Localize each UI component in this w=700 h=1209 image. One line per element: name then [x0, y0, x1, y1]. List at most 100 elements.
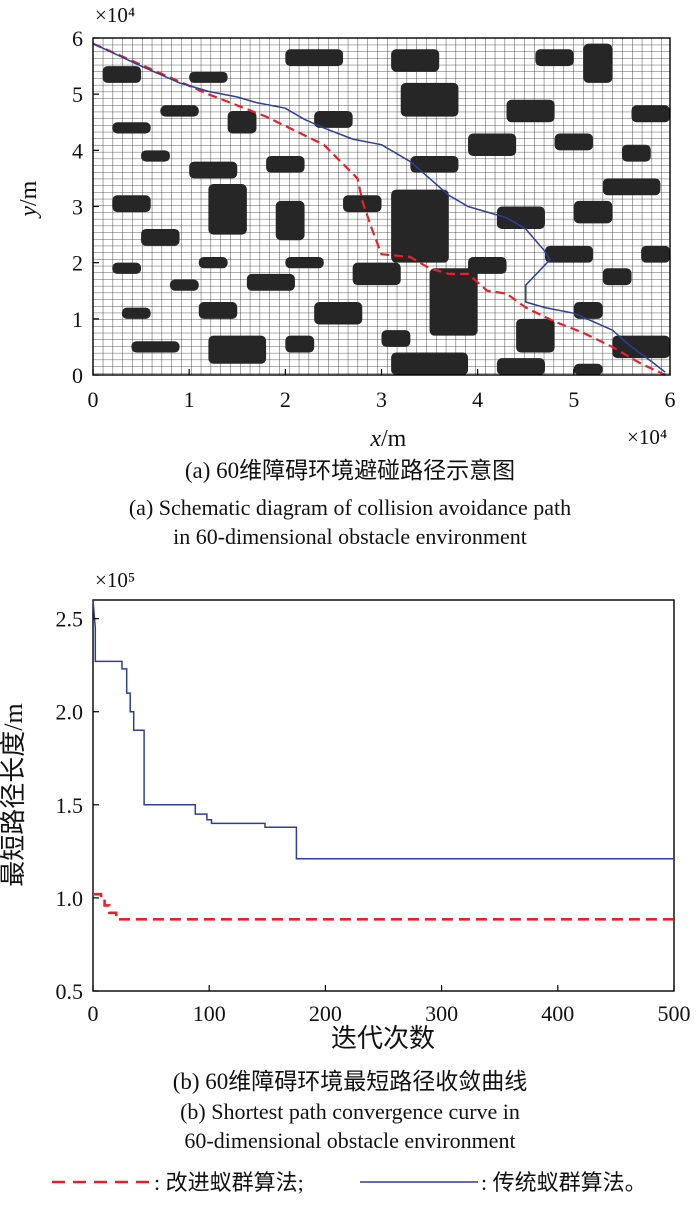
obstacle-block — [400, 82, 459, 117]
x-tick-label-b: 300 — [425, 1001, 458, 1026]
obstacle-block — [198, 257, 228, 269]
y-tick-label-a: 4 — [72, 138, 83, 163]
caption-a-en-2: in 60-dimensional obstacle environment — [173, 524, 527, 549]
ticks-b: 0 100 200 300 400 500 0.5 1.0 1.5 2.0 2.5 — [56, 607, 691, 1026]
obstacle-block — [381, 330, 411, 347]
y-tick-label-a: 3 — [72, 195, 83, 220]
obstacle-block — [208, 184, 247, 235]
obstacle-block — [285, 335, 315, 353]
x-tick-label-b: 500 — [658, 1001, 691, 1026]
obstacle-block — [573, 363, 603, 375]
caption-b-en-1: (b) Shortest path convergence curve in — [180, 1099, 520, 1124]
obstacle-block — [314, 111, 353, 128]
obstacle-block — [602, 268, 632, 286]
y-tick-label-a: 0 — [72, 363, 83, 388]
improved-convergence-line — [93, 892, 674, 921]
x-tick-label-a: 1 — [184, 387, 195, 412]
y-tick-label-a: 6 — [72, 26, 83, 51]
obstacle-block — [112, 195, 151, 213]
y-tick-label-b: 0.5 — [56, 979, 84, 1004]
legend: : 改进蚁群算法; : 传统蚁群算法。 — [52, 1170, 647, 1195]
obstacle-path-chart: 0 1 2 3 4 5 6 0 1 2 3 4 5 6 ×10⁴ ×10⁴ x /m y /m — [16, 3, 676, 450]
obstacle-block — [544, 245, 594, 263]
caption-b-zh: (b) 60维障碍环境最短路径收敛曲线 — [172, 1069, 528, 1094]
obstacle-block — [285, 257, 324, 269]
y-tick-label-b: 1.0 — [56, 886, 84, 911]
obstacle-block — [266, 155, 305, 173]
y-axis-label-b: 最短路径长度/m — [0, 703, 28, 886]
obstacle-block — [189, 71, 228, 83]
obstacle-block — [314, 301, 363, 325]
obstacle-block — [141, 150, 170, 162]
y-axis-var: y — [16, 206, 42, 219]
x-tick-label-b: 200 — [309, 1001, 342, 1026]
obstacle-block — [198, 301, 238, 319]
y-tick-label-a: 2 — [72, 251, 83, 276]
obstacle-block — [496, 206, 545, 229]
obstacle-block — [506, 99, 555, 123]
obstacle-block — [554, 133, 594, 151]
y-tick-label-a: 5 — [72, 82, 83, 107]
x-tick-label-b: 100 — [193, 1001, 226, 1026]
obstacle-block — [516, 318, 555, 353]
obstacle-block — [410, 155, 459, 173]
x-tick-label-a: 2 — [280, 387, 291, 412]
x-tick-label-a: 0 — [88, 387, 99, 412]
x-axis-var: x — [369, 426, 381, 450]
x-tick-label-b: 0 — [88, 1001, 99, 1026]
obstacle-block — [621, 144, 651, 162]
y-multiplier-b: ×10⁵ — [95, 568, 135, 592]
obstacle-block — [169, 279, 199, 291]
y-axis-label-a: y /m — [16, 180, 42, 218]
obstacle-block — [391, 352, 469, 375]
obstacle-block — [112, 262, 142, 274]
legend-traditional-label: : 传统蚁群算法。 — [481, 1170, 647, 1195]
y-multiplier-a: ×10⁴ — [95, 3, 135, 27]
obstacle-block — [429, 268, 478, 336]
obstacle-block — [602, 178, 661, 196]
obstacle-block — [227, 111, 257, 134]
obstacle-block — [160, 105, 199, 117]
improved-path-line — [92, 42, 666, 376]
obstacle-block — [496, 358, 545, 375]
series-layer-a — [92, 42, 666, 376]
obstacle-block — [391, 49, 440, 72]
obstacle-block — [468, 257, 507, 274]
obstacle-block — [112, 122, 151, 134]
obstacle-block — [612, 335, 670, 359]
plot-frame-b — [92, 599, 675, 992]
obstacle-block — [208, 335, 267, 364]
series-layer-b — [92, 599, 674, 921]
caption-b-en-2: 60-dimensional obstacle environment — [184, 1128, 516, 1153]
caption-a-en-1: (a) Schematic diagram of collision avoid… — [128, 495, 572, 520]
convergence-chart: 0 100 200 300 400 500 0.5 1.0 1.5 2.0 2.5 ×10⁵ 迭代次… — [0, 568, 691, 1053]
y-tick-label-b: 2.5 — [56, 607, 84, 632]
ticks-a: 0 1 2 3 4 5 6 0 1 2 3 4 5 6 — [72, 26, 676, 412]
obstacle-layer — [102, 43, 670, 375]
x-tick-label-a: 5 — [568, 387, 579, 412]
obstacle-block — [641, 245, 670, 263]
obstacle-block — [102, 66, 142, 83]
obstacle-block — [535, 49, 574, 67]
x-multiplier-a: ×10⁴ — [627, 425, 667, 449]
obstacle-block — [189, 161, 238, 179]
traditional-path-line — [92, 42, 666, 373]
obstacle-block — [573, 200, 613, 224]
obstacle-block — [275, 200, 305, 241]
legend-improved-label: : 改进蚁群算法; — [154, 1170, 304, 1195]
obstacle-block — [285, 49, 344, 67]
y-axis-unit: /m — [16, 180, 42, 206]
obstacle-block — [631, 105, 670, 123]
x-tick-label-b: 400 — [541, 1001, 574, 1026]
x-axis-unit: /m — [381, 426, 407, 450]
caption-a-zh: (a) 60维障碍环境避碰路径示意图 — [184, 458, 516, 483]
x-tick-label-a: 3 — [376, 387, 387, 412]
x-tick-label-a: 4 — [472, 387, 483, 412]
obstacle-block — [391, 189, 449, 263]
obstacle-block — [141, 228, 180, 246]
y-tick-label-b: 2.0 — [56, 700, 84, 725]
x-tick-label-a: 6 — [665, 387, 676, 412]
obstacle-block — [246, 273, 295, 291]
x-axis-label-b: 迭代次数 — [331, 1024, 435, 1053]
